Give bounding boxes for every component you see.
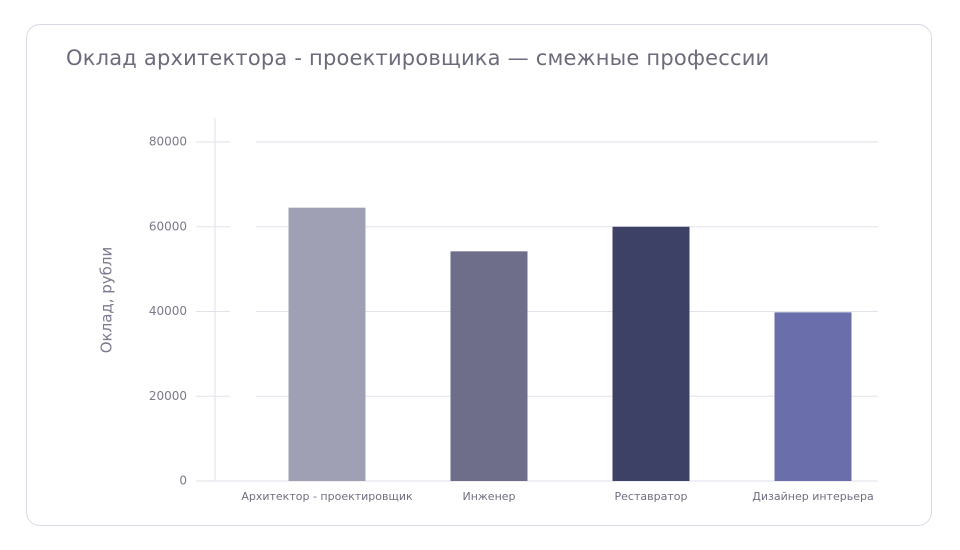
y-tick-labels: 0 20000 40000 60000 80000 [149, 135, 187, 488]
bar [288, 207, 366, 481]
y-tick-label: 0 [179, 474, 187, 488]
x-category-labels: Архитектор - проектировщик Инженер Реставр… [241, 490, 873, 503]
chart-title: Оклад архитектора - проектировщика — сме… [66, 46, 770, 70]
y-tick-label: 80000 [149, 135, 187, 149]
y-tick-label: 20000 [149, 389, 187, 403]
y-axis-title: Оклад, рубли [98, 247, 116, 354]
bar [774, 312, 852, 481]
x-category-label: Инженер [462, 490, 515, 503]
x-category-label: Архитектор - проектировщик [241, 490, 413, 503]
x-category-label: Реставратор [615, 490, 688, 503]
y-tick-label: 40000 [149, 304, 187, 318]
bars [288, 207, 852, 481]
bar [450, 251, 528, 481]
x-category-label: Дизайнер интерьера [752, 490, 873, 503]
y-tick-label: 60000 [149, 219, 187, 233]
bar [612, 226, 690, 481]
